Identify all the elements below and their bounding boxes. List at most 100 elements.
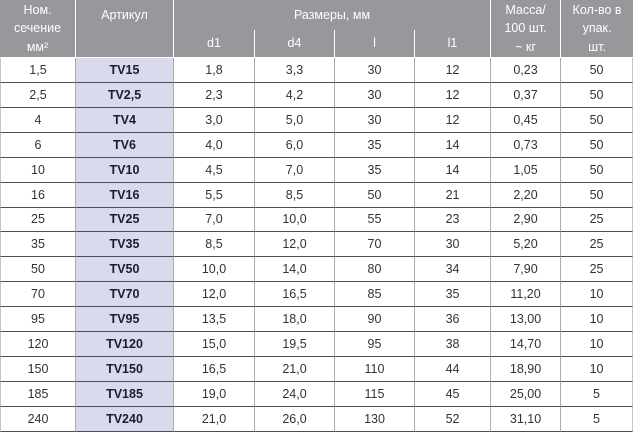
- article-cell: TV120: [75, 332, 173, 358]
- article-cell: TV50: [75, 257, 173, 283]
- section-cell: 25: [0, 207, 75, 233]
- qty-cell: 50: [560, 132, 633, 158]
- section-cell: 70: [0, 282, 75, 308]
- l1-cell: 14: [414, 132, 491, 158]
- table-row: 2,5 TV2,5 2,3 4,2 30 12 0,37 50: [0, 82, 633, 108]
- mass-cell: 1,05: [490, 157, 561, 183]
- section-cell: 10: [0, 157, 75, 183]
- l-cell: 35: [334, 132, 414, 158]
- article-cell: TV185: [75, 381, 173, 407]
- l-cell: 30: [334, 82, 414, 108]
- d4-cell: 8,5: [254, 182, 334, 208]
- d4-cell: 21,0: [254, 357, 334, 382]
- l1-cell: 12: [414, 82, 491, 108]
- qty-cell: 25: [560, 207, 633, 233]
- article-cell: TV35: [75, 232, 173, 258]
- col-header-article: Артикул: [75, 0, 173, 58]
- qty-cell: 10: [560, 332, 633, 358]
- mass-cell: 0,73: [490, 132, 561, 158]
- table-row: 35 TV35 8,5 12,0 70 30 5,20 25: [0, 232, 633, 258]
- d1-cell: 5,5: [173, 182, 254, 208]
- l1-cell: 12: [414, 107, 491, 133]
- d4-cell: 6,0: [254, 132, 334, 158]
- mass-cell: 11,20: [490, 282, 561, 308]
- section-cell: 240: [0, 406, 75, 432]
- l1-cell: 36: [414, 307, 491, 333]
- d1-cell: 16,5: [173, 357, 254, 382]
- l1-cell: 44: [414, 357, 491, 382]
- article-cell: TV16: [75, 182, 173, 208]
- qty-cell: 50: [560, 182, 633, 208]
- table-row: 120 TV120 15,0 19,5 95 38 14,70 10: [0, 332, 633, 358]
- table-row: 25 TV25 7,0 10,0 55 23 2,90 25: [0, 207, 633, 233]
- table-row: 70 TV70 12,0 16,5 85 35 11,20 10: [0, 282, 633, 308]
- d1-cell: 15,0: [173, 332, 254, 358]
- mass-cell: 13,00: [490, 307, 561, 333]
- article-cell: TV10: [75, 157, 173, 183]
- section-cell: 120: [0, 332, 75, 358]
- d1-cell: 21,0: [173, 406, 254, 432]
- l1-cell: 35: [414, 282, 491, 308]
- l-cell: 110: [334, 357, 414, 382]
- d4-cell: 24,0: [254, 381, 334, 407]
- d4-cell: 7,0: [254, 157, 334, 183]
- l1-cell: 14: [414, 157, 491, 183]
- qty-cell: 50: [560, 58, 633, 83]
- d1-cell: 19,0: [173, 381, 254, 407]
- mass-cell: 7,90: [490, 257, 561, 283]
- qty-cell: 5: [560, 406, 633, 432]
- table-row: 50 TV50 10,0 14,0 80 34 7,90 25: [0, 257, 633, 283]
- d1-cell: 8,5: [173, 232, 254, 258]
- article-cell: TV15: [75, 58, 173, 83]
- table-row: 185 TV185 19,0 24,0 115 45 25,00 5: [0, 381, 633, 407]
- article-cell: TV70: [75, 282, 173, 308]
- table-row: 6 TV6 4,0 6,0 35 14 0,73 50: [0, 132, 633, 158]
- qty-cell: 25: [560, 257, 633, 283]
- mass-cell: 2,20: [490, 182, 561, 208]
- col-header-mass: Масса/ 100 шт. ~ кг: [490, 0, 561, 58]
- l-cell: 80: [334, 257, 414, 283]
- d1-cell: 12,0: [173, 282, 254, 308]
- d1-cell: 4,0: [173, 132, 254, 158]
- qty-cell: 50: [560, 157, 633, 183]
- d4-cell: 14,0: [254, 257, 334, 283]
- table-row: 95 TV95 13,5 18,0 90 36 13,00 10: [0, 307, 633, 333]
- section-cell: 1,5: [0, 58, 75, 83]
- header-row-main: Ном. сечение мм² Артикул Размеры, мм Мас…: [0, 0, 633, 58]
- mass-cell: 0,23: [490, 58, 561, 83]
- l1-cell: 30: [414, 232, 491, 258]
- d4-cell: 18,0: [254, 307, 334, 333]
- d4-cell: 19,5: [254, 332, 334, 358]
- section-cell: 16: [0, 182, 75, 208]
- section-cell: 150: [0, 357, 75, 382]
- table-row: 1,5 TV15 1,8 3,3 30 12 0,23 50: [0, 58, 633, 83]
- article-cell: TV95: [75, 307, 173, 333]
- table-row: 16 TV16 5,5 8,5 50 21 2,20 50: [0, 182, 633, 208]
- l-cell: 95: [334, 332, 414, 358]
- col-header-dimensions: Размеры, мм: [173, 0, 491, 30]
- section-cell: 35: [0, 232, 75, 258]
- article-cell: TV150: [75, 357, 173, 382]
- qty-cell: 5: [560, 381, 633, 407]
- d1-cell: 2,3: [173, 82, 254, 108]
- mass-cell: 2,90: [490, 207, 561, 233]
- d4-cell: 10,0: [254, 207, 334, 233]
- qty-cell: 10: [560, 357, 633, 382]
- l1-cell: 23: [414, 207, 491, 233]
- article-cell: TV25: [75, 207, 173, 233]
- d1-cell: 4,5: [173, 157, 254, 183]
- article-cell: TV240: [75, 406, 173, 432]
- l-cell: 30: [334, 58, 414, 83]
- l-cell: 115: [334, 381, 414, 407]
- qty-cell: 10: [560, 307, 633, 333]
- d4-cell: 4,2: [254, 82, 334, 108]
- l-cell: 50: [334, 182, 414, 208]
- qty-cell: 25: [560, 232, 633, 258]
- l-cell: 130: [334, 406, 414, 432]
- l1-cell: 12: [414, 58, 491, 83]
- header-row-sub: d1 d4 l l1: [0, 30, 633, 58]
- l-cell: 70: [334, 232, 414, 258]
- section-cell: 185: [0, 381, 75, 407]
